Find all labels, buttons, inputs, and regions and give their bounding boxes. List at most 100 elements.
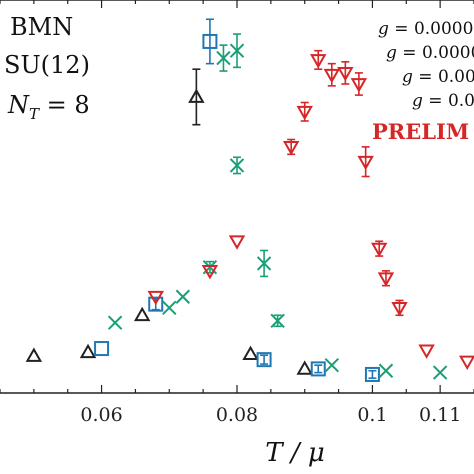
- x-tick-label: 0.11: [419, 404, 461, 426]
- data-point: [370, 240, 388, 258]
- marker-x-stroke: [175, 289, 191, 304]
- legend-entry: g = 0.0: [412, 91, 474, 111]
- marker-square: [94, 341, 110, 357]
- legend-value: = 0.0000: [397, 43, 474, 63]
- data-point: [162, 300, 177, 316]
- marker-triangle-up: [188, 88, 205, 103]
- marker-triangle-up: [242, 345, 259, 360]
- preliminary-watermark: PRELIM: [372, 119, 469, 144]
- marker-triangle-up: [296, 360, 313, 375]
- data-point: [133, 306, 151, 322]
- marker-triangle-down: [201, 264, 219, 280]
- info-line-group: SU(12): [4, 51, 90, 79]
- x-tick-label: 0.06: [80, 404, 122, 426]
- marker-triangle-down: [296, 105, 313, 121]
- marker-triangle-down: [282, 141, 300, 156]
- data-point: [323, 62, 341, 87]
- data-point: [357, 146, 374, 178]
- marker-triangle-down: [391, 301, 408, 317]
- data-point: [432, 365, 448, 380]
- legend-symbol: g: [378, 19, 389, 39]
- legend-symbol: g: [412, 91, 423, 111]
- data-point: [229, 33, 245, 69]
- legend-entry: g = 0.0000: [378, 19, 473, 39]
- data-point: [202, 18, 218, 65]
- marker-square: [256, 352, 272, 368]
- data-point: [310, 49, 327, 70]
- marker-triangle-down: [459, 355, 474, 371]
- data-point: [79, 343, 97, 359]
- series-3: [147, 49, 474, 371]
- marker-square: [310, 361, 326, 377]
- data-point: [459, 355, 474, 371]
- data-point: [350, 72, 368, 96]
- data-point: [256, 249, 272, 278]
- data-point: [378, 363, 394, 378]
- legend-symbol: g: [386, 43, 397, 63]
- marker-x-stroke: [432, 365, 448, 380]
- marker-square: [202, 33, 218, 49]
- data-point: [418, 344, 435, 359]
- legend-entry: g = 0.00: [402, 67, 474, 87]
- legend-value: = 0.00: [413, 67, 474, 87]
- marker-triangle-down: [418, 344, 435, 359]
- data-point: [229, 156, 245, 175]
- marker-triangle-down: [337, 67, 354, 82]
- data-point: [364, 366, 380, 382]
- marker-triangle-up: [79, 343, 97, 359]
- marker-square: [148, 296, 164, 312]
- data-point: [25, 347, 43, 362]
- data-point: [216, 44, 231, 72]
- marker-square: [364, 366, 380, 382]
- marker-triangle-down: [228, 235, 246, 250]
- marker-x-stroke: [270, 313, 285, 329]
- data-point: [270, 313, 285, 329]
- x-axis-label: T / μ: [265, 438, 325, 468]
- data-point: [377, 270, 395, 287]
- data-point: [391, 299, 408, 317]
- marker-x-stroke: [324, 357, 340, 373]
- x-tick-label: 0.08: [216, 404, 258, 426]
- data-point: [282, 138, 300, 156]
- data-point: [188, 68, 205, 126]
- marker-x-stroke: [256, 256, 272, 271]
- legend-symbol: g: [402, 67, 413, 87]
- data-point: [228, 235, 246, 250]
- data-point: [201, 264, 219, 280]
- data-point: [147, 290, 164, 306]
- nt-value: = 8: [39, 91, 90, 119]
- nt-symbol: N: [7, 91, 30, 119]
- legend-entry: g = 0.0000: [386, 43, 474, 63]
- nt-label: NT = 8: [7, 91, 90, 123]
- nt-subscript: T: [29, 105, 40, 123]
- data-point: [256, 352, 272, 368]
- marker-triangle-down: [377, 272, 395, 287]
- data-point: [324, 357, 340, 373]
- x-tick-label: 0.1: [357, 404, 387, 426]
- marker-x-stroke: [107, 315, 123, 330]
- data-point: [175, 289, 191, 304]
- marker-triangle-down: [370, 242, 388, 258]
- marker-triangle-down: [310, 54, 327, 69]
- x-axis: 0.06 0.08 0.1 0.11: [0, 0, 474, 426]
- marker-triangle-down: [147, 290, 164, 306]
- series-0: [25, 68, 313, 375]
- data-point: [94, 341, 110, 357]
- data-point: [107, 315, 123, 330]
- marker-x-stroke: [162, 300, 177, 316]
- marker-triangle-up: [133, 306, 151, 322]
- marker-triangle-down: [357, 155, 374, 171]
- series-2: [107, 33, 448, 380]
- marker-triangle-down: [350, 78, 368, 93]
- data-marks: [25, 18, 474, 382]
- data-point: [296, 360, 313, 375]
- marker-x-stroke: [229, 158, 245, 173]
- data-point: [337, 60, 354, 85]
- data-point: [296, 101, 313, 122]
- data-point: [310, 361, 326, 377]
- marker-x-stroke: [216, 50, 231, 66]
- marker-triangle-up: [25, 347, 43, 362]
- data-point: [242, 345, 259, 360]
